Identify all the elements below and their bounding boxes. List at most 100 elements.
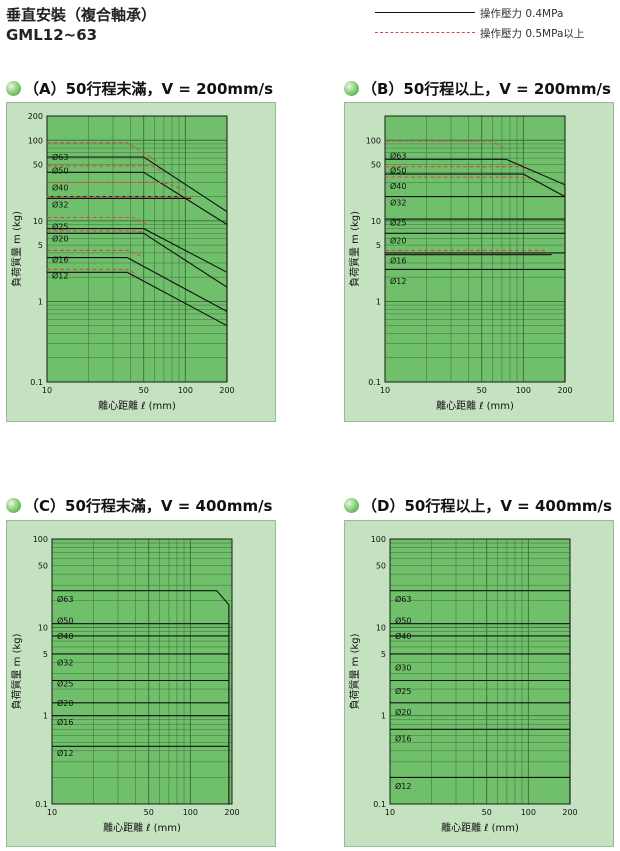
x-axis-label: 離心距離 ℓ (mm) — [436, 399, 514, 412]
series-label: Ø63 — [57, 594, 73, 604]
series-label: Ø63 — [390, 150, 406, 160]
series-line-05mpa — [47, 181, 186, 191]
series-line-05mpa — [47, 165, 165, 173]
plot-area — [390, 539, 570, 804]
x-tick-label: 200 — [224, 808, 239, 817]
series-label: Ø25 — [52, 222, 68, 232]
y-axis-label: 負荷質量 m (kg) — [348, 211, 361, 287]
y-tick-label: 1 — [38, 297, 43, 306]
series-line-05mpa — [47, 216, 147, 225]
series-line-05mpa — [47, 142, 157, 162]
chart-c-panel: 10 50 100 200 0.1 1 5 10 50 100 離心距離 ℓ (mm) 負荷質量 m … — [6, 520, 276, 847]
y-tick-label: 100 — [33, 535, 48, 544]
plot-area — [385, 116, 565, 382]
x-axis-label: 離心距離 ℓ (mm) — [441, 821, 519, 834]
x-tick-label: 200 — [219, 386, 234, 395]
x-tick-label: 100 — [178, 386, 193, 395]
chart-a-title: （A）50行程末滿，V = 200mm/s — [6, 78, 273, 99]
plot-area — [47, 116, 227, 382]
series-label: Ø50 — [390, 166, 406, 176]
chart-a-svg: 10 50 100 200 0.1 1 5 10 50 100 200 離心距離 ℓ (mm) 負荷質量… — [10, 112, 235, 412]
chart-title-text: （B）50行程以上，V = 200mm/s — [362, 80, 611, 98]
chart-b-title: （B）50行程以上，V = 200mm/s — [344, 78, 611, 99]
y-tick-label: 100 — [366, 136, 381, 145]
series-label: Ø32 — [52, 199, 68, 209]
y-tick-label: 0.1 — [30, 378, 43, 387]
series-label: Ø63 — [52, 152, 68, 162]
chart-c-title: （C）50行程末滿，V = 400mm/s — [6, 495, 272, 516]
y-tick-label: 100 — [28, 136, 43, 145]
y-tick-label: 50 — [371, 161, 381, 170]
series-label: Ø40 — [390, 181, 406, 191]
chart-title-text: （C）50行程末滿，V = 400mm/s — [24, 497, 273, 515]
y-tick-label: 50 — [33, 161, 43, 170]
y-tick-label: 10 — [376, 623, 386, 632]
series-line-04mpa — [47, 232, 228, 288]
series-label: Ø20 — [395, 707, 411, 717]
x-tick-label: 100 — [516, 386, 531, 395]
page-title: 垂直安裝（複合軸承） — [6, 6, 157, 24]
series-line-04mpa — [52, 590, 230, 804]
series-label: Ø20 — [52, 234, 68, 244]
legend-item-05mpa: 操作壓力 0.5MPa以上 — [375, 26, 615, 40]
y-tick-label: 50 — [376, 562, 386, 571]
series-label: Ø25 — [57, 679, 73, 689]
series-label: Ø30 — [395, 663, 411, 673]
bullet-ball-icon — [6, 81, 21, 96]
series-line-05mpa — [47, 230, 144, 233]
series-label: Ø63 — [395, 594, 411, 604]
series-line-05mpa — [385, 140, 507, 151]
y-axis-label: 負荷質量 m (kg) — [348, 633, 361, 709]
series-label: Ø12 — [395, 781, 411, 791]
series-line-04mpa — [47, 271, 228, 327]
series-label: Ø50 — [52, 166, 68, 176]
bullet-ball-icon — [344, 498, 359, 513]
y-tick-label: 5 — [38, 241, 43, 250]
legend-solid-line — [375, 12, 475, 13]
x-tick-label: 10 — [385, 808, 395, 817]
series-label: Ø50 — [57, 615, 73, 625]
y-axis-label: 負荷質量 m (kg) — [10, 633, 23, 709]
series-label: Ø25 — [390, 218, 406, 228]
y-tick-label: 5 — [381, 650, 386, 659]
model-range: GML12~63 — [6, 26, 98, 44]
x-axis-label: 離心距離 ℓ (mm) — [98, 399, 176, 412]
chart-a-panel: 10 50 100 200 0.1 1 5 10 50 100 200 離心距離 ℓ (mm) 負荷質量… — [6, 102, 276, 422]
chart-title-text: （A）50行程末滿，V = 200mm/s — [24, 80, 274, 98]
y-tick-label: 10 — [371, 217, 381, 226]
series-line-05mpa — [47, 268, 137, 275]
series-line-04mpa — [385, 173, 566, 198]
series-label: Ø40 — [395, 631, 411, 641]
legend-item-04mpa: 操作壓力 0.4MPa — [375, 6, 615, 20]
y-tick-label: 1 — [376, 297, 381, 306]
y-tick-label: 100 — [371, 535, 386, 544]
chart-title-text: （D）50行程以上，V = 400mm/s — [362, 497, 612, 515]
series-line-04mpa — [47, 156, 228, 382]
y-tick-label: 0.1 — [373, 800, 386, 809]
series-label: Ø50 — [395, 615, 411, 625]
x-tick-label: 200 — [562, 808, 577, 817]
series-label: Ø12 — [57, 748, 73, 758]
x-tick-label: 100 — [521, 808, 536, 817]
x-tick-label: 50 — [477, 386, 487, 395]
series-label: Ø12 — [390, 276, 406, 286]
chart-d-panel: 10 50 100 200 0.1 1 5 10 50 100 離心距離 ℓ (mm) 負荷質量 m … — [344, 520, 614, 847]
series-line-04mpa — [47, 257, 228, 312]
bullet-ball-icon — [344, 81, 359, 96]
x-tick-label: 100 — [183, 808, 198, 817]
legend-label: 操作壓力 0.5MPa以上 — [480, 28, 585, 40]
series-line-04mpa — [390, 590, 571, 804]
series-label: Ø40 — [57, 631, 73, 641]
y-tick-label: 5 — [43, 650, 48, 659]
series-line-04mpa — [47, 228, 228, 273]
y-tick-label: 0.1 — [35, 800, 48, 809]
y-tick-label: 10 — [38, 623, 48, 632]
series-label: Ø20 — [57, 698, 73, 708]
series-label: Ø16 — [395, 734, 411, 744]
x-axis-label: 離心距離 ℓ (mm) — [103, 821, 181, 834]
y-tick-label: 200 — [28, 112, 43, 121]
series-label: Ø25 — [395, 686, 411, 696]
series-line-05mpa — [385, 249, 548, 254]
